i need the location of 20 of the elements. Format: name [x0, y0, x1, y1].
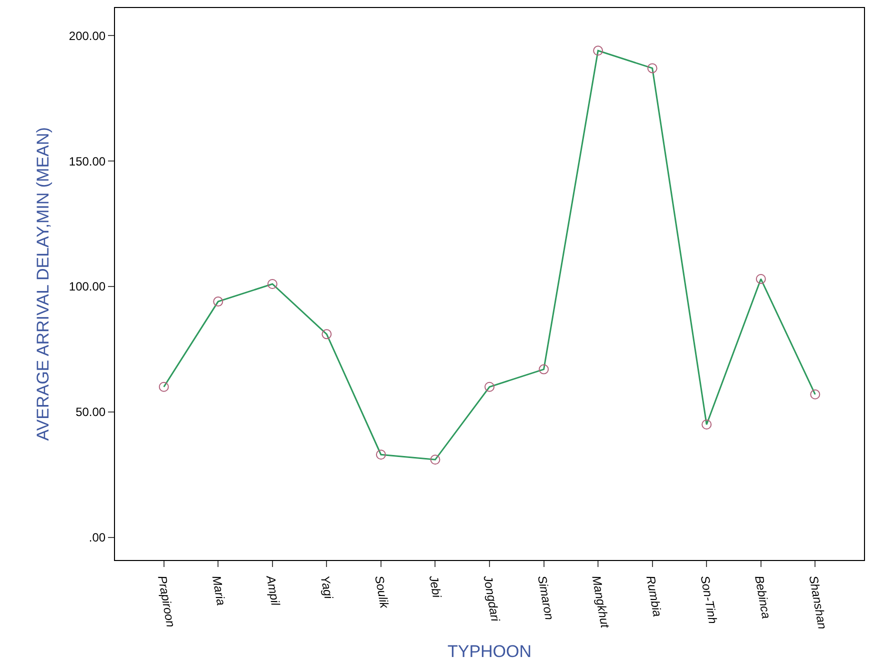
x-tick-label: Yagi: [318, 574, 336, 600]
x-tick-label: Mangkhut: [589, 574, 612, 630]
x-axis-title: TYPHOON: [447, 642, 532, 661]
x-tick-label: Jongdari: [480, 574, 502, 623]
x-tick-label: Simaron: [534, 574, 557, 622]
y-tick-label: 150.00: [68, 154, 106, 168]
y-tick-label: 200.00: [68, 28, 106, 43]
x-tick-label: Son-Tinh: [698, 574, 720, 626]
y-axis-title: AVERAGE ARRIVAL DELAY,MIN (MEAN): [33, 127, 52, 441]
x-tick-label: Soulik: [372, 574, 392, 610]
x-tick-label: Ampil: [263, 574, 283, 607]
x-tick-label: Rumbia: [643, 574, 664, 618]
x-tick-label: Prapiroon: [154, 574, 178, 629]
x-tick-label: Maria: [209, 574, 228, 607]
x-tick-label: Jebi: [426, 574, 444, 599]
y-tick-label: 100.00: [68, 280, 106, 294]
y-tick-label: 50.00: [76, 405, 106, 420]
x-tick-label: Shanshan: [806, 574, 830, 631]
y-tick-label: .00: [88, 530, 106, 545]
x-tick-label: Bebinca: [752, 574, 774, 620]
